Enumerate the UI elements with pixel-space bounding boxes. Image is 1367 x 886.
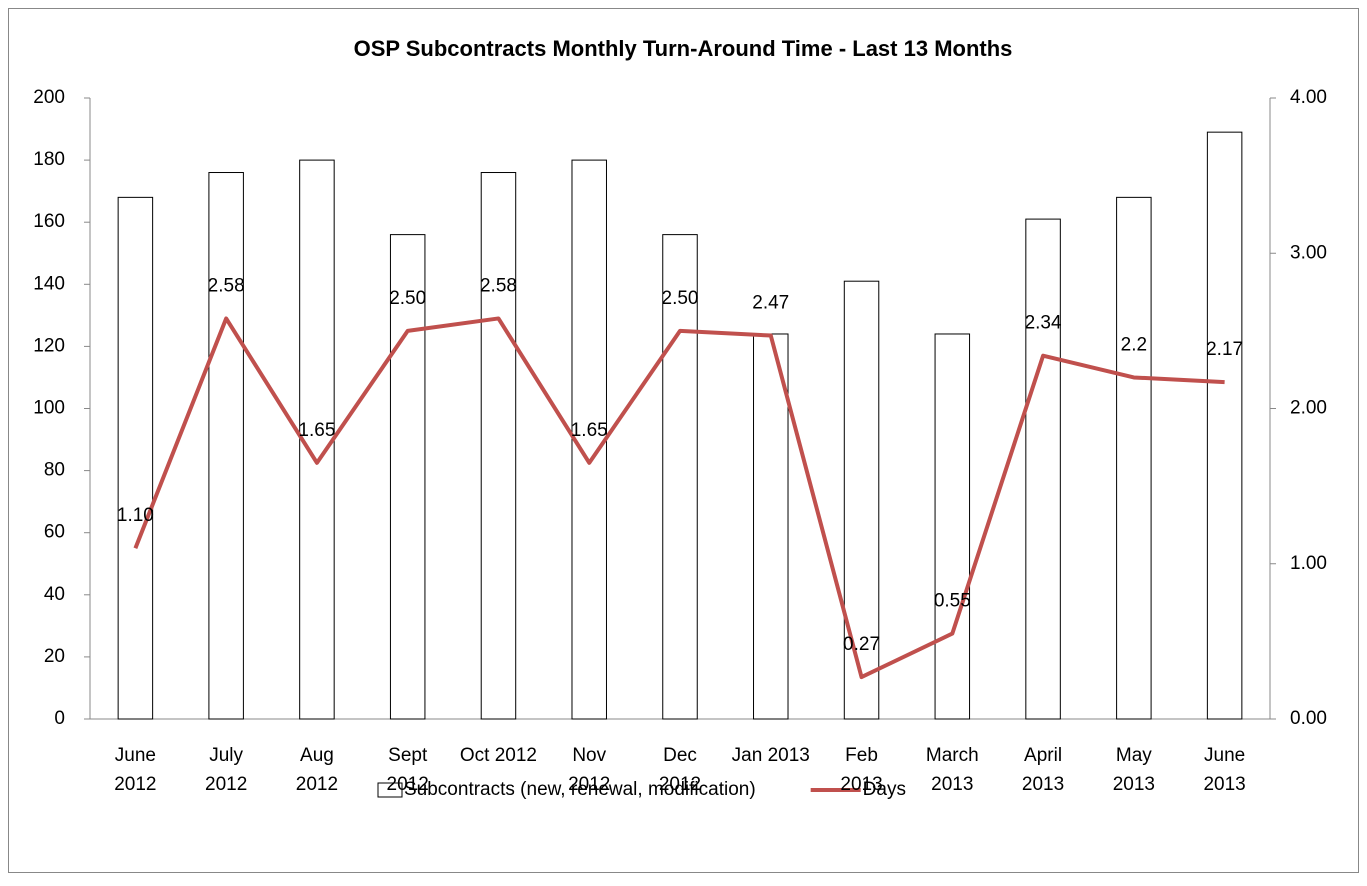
legend-label: Subcontracts (new, renewal, modification…	[404, 779, 756, 800]
x-tick-label: Feb 2013	[840, 745, 883, 795]
data-label: 2.58	[208, 275, 245, 296]
y-tick-label: 20	[44, 646, 65, 667]
x-tick-label: Aug 2012	[295, 745, 339, 795]
line	[133, 316, 1225, 680]
data-label: 0.55	[934, 591, 971, 612]
data-label: 2.34	[1025, 313, 1062, 334]
data-label: 1.65	[298, 420, 335, 441]
bar	[117, 196, 154, 720]
y-tick-label: 80	[44, 460, 65, 481]
legend-label: Days	[863, 779, 906, 800]
y2-tick-label: 3.00	[1290, 242, 1327, 263]
y-tick-label: 160	[33, 211, 65, 232]
bar	[1025, 218, 1061, 720]
y2-tick-label: 2.00	[1290, 398, 1327, 419]
data-label: 1.10	[117, 505, 154, 526]
y-tick-label: 140	[33, 273, 65, 294]
x-tick-label: April 2013	[1021, 745, 1065, 795]
x-tick-label: Dec 2012	[658, 745, 702, 795]
x-tick-label: Nov 2012	[568, 745, 611, 795]
data-label: 2.17	[1206, 339, 1243, 360]
bar	[934, 333, 971, 720]
x-tick-label: May 2013	[1112, 745, 1155, 795]
bar	[480, 172, 517, 720]
data-label: 2.47	[752, 293, 789, 314]
y-tick-label: 180	[33, 149, 65, 170]
y2-tick-label: 0.00	[1290, 708, 1327, 729]
bar	[1116, 196, 1152, 720]
data-label: 0.27	[843, 634, 880, 655]
data-label: 1.65	[571, 420, 608, 441]
bar	[208, 172, 244, 720]
y-tick-label: 120	[33, 335, 65, 356]
data-label: 2.2	[1121, 334, 1147, 355]
x-tick-label: March 2013	[925, 745, 979, 795]
x-tick-label: Jan 2013	[731, 745, 810, 766]
y-tick-label: 100	[33, 398, 65, 419]
data-label: 2.58	[480, 275, 517, 296]
x-tick-label: June 2013	[1203, 745, 1246, 795]
y-tick-label: 200	[33, 87, 65, 108]
bar	[662, 234, 698, 720]
chart-title: OSP Subcontracts Monthly Turn-Around Tim…	[354, 36, 1013, 61]
bar	[1206, 131, 1243, 720]
x-tick-label: Sept 2012	[386, 745, 429, 795]
y2-tick-label: 4.00	[1290, 87, 1327, 108]
bar	[389, 234, 426, 720]
legend-swatch	[377, 782, 403, 798]
bar	[753, 333, 789, 720]
y-tick-label: 0	[54, 708, 65, 729]
y-tick-label: 40	[44, 584, 65, 605]
data-label: 2.50	[389, 288, 426, 309]
x-tick-label: July 2012	[205, 745, 248, 795]
bar	[843, 280, 880, 720]
x-tick-label: Oct 2012	[459, 745, 537, 766]
data-label: 2.50	[662, 288, 699, 309]
y2-tick-label: 1.00	[1290, 553, 1327, 574]
y-tick-label: 60	[44, 522, 65, 543]
x-tick-label: June 2012	[114, 745, 157, 795]
bar	[299, 159, 335, 720]
